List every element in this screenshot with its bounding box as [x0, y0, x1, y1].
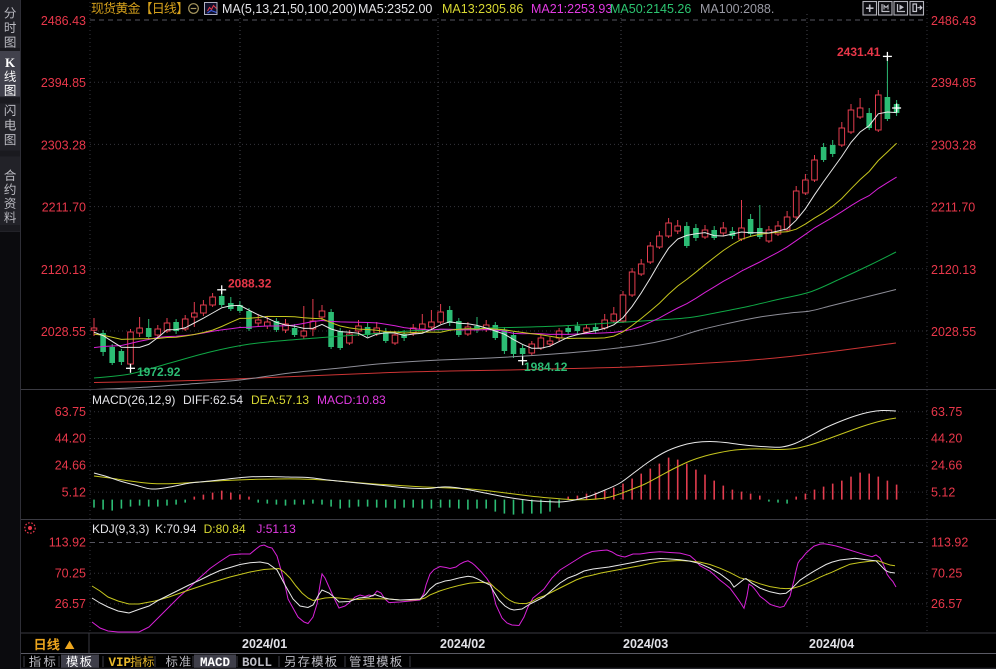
svg-text:VIP: VIP — [109, 656, 132, 669]
svg-text:24.66: 24.66 — [55, 459, 86, 473]
svg-text:2088.32: 2088.32 — [228, 277, 272, 291]
svg-text:MACD:10.83: MACD:10.83 — [317, 393, 386, 407]
svg-text:2024/01: 2024/01 — [242, 637, 287, 651]
svg-text:2028.55: 2028.55 — [931, 325, 976, 339]
svg-text:2211.70: 2211.70 — [931, 201, 975, 215]
svg-text:2024/02: 2024/02 — [440, 637, 485, 651]
svg-text:K:70.94: K:70.94 — [155, 522, 197, 536]
svg-text:J:51.13: J:51.13 — [256, 522, 296, 536]
svg-text:44.20: 44.20 — [55, 432, 86, 446]
svg-text:5.12: 5.12 — [931, 485, 955, 499]
svg-text:2486.43: 2486.43 — [931, 14, 976, 28]
svg-text:MA5:2352.00: MA5:2352.00 — [358, 2, 432, 16]
svg-text:5.12: 5.12 — [62, 485, 86, 499]
svg-text:2211.70: 2211.70 — [42, 201, 86, 215]
svg-text:2120.13: 2120.13 — [931, 263, 976, 277]
svg-text:MACD: MACD — [200, 656, 231, 669]
svg-text:63.75: 63.75 — [931, 405, 962, 419]
svg-text:MA50:2145.26: MA50:2145.26 — [610, 2, 691, 16]
svg-text:DIFF:62.54: DIFF:62.54 — [183, 393, 243, 407]
svg-text:MA(5,13,21,50,100,200): MA(5,13,21,50,100,200) — [222, 2, 357, 16]
svg-text:2024/03: 2024/03 — [623, 637, 668, 651]
svg-text:63.75: 63.75 — [55, 405, 86, 419]
svg-text:2303.28: 2303.28 — [931, 138, 976, 152]
svg-text:2486.43: 2486.43 — [41, 14, 86, 28]
svg-text:KDJ(9,3,3): KDJ(9,3,3) — [92, 522, 149, 536]
svg-text:K: K — [5, 55, 16, 70]
svg-text:2431.41: 2431.41 — [837, 45, 881, 59]
svg-text:24.66: 24.66 — [931, 459, 962, 473]
svg-text:1972.92: 1972.92 — [137, 365, 181, 379]
svg-text:2024/04: 2024/04 — [809, 637, 854, 651]
svg-text:2120.13: 2120.13 — [41, 263, 86, 277]
svg-text:113.92: 113.92 — [931, 536, 968, 550]
svg-text:2394.85: 2394.85 — [41, 76, 86, 90]
svg-text:MA21:2253.93: MA21:2253.93 — [531, 2, 612, 16]
svg-text:2303.28: 2303.28 — [41, 138, 86, 152]
svg-text:MACD(26,12,9): MACD(26,12,9) — [92, 393, 175, 407]
svg-text:MA100:2088.: MA100:2088. — [700, 2, 774, 16]
svg-text:2394.85: 2394.85 — [931, 76, 976, 90]
svg-text:70.25: 70.25 — [55, 566, 86, 580]
svg-text:26.57: 26.57 — [931, 597, 962, 611]
svg-text:113.92: 113.92 — [49, 536, 86, 550]
svg-text:MA13:2305.86: MA13:2305.86 — [442, 2, 523, 16]
svg-text:DEA:57.13: DEA:57.13 — [251, 393, 309, 407]
svg-text:BOLL: BOLL — [242, 656, 272, 669]
svg-text:44.20: 44.20 — [931, 432, 962, 446]
svg-text:1984.12: 1984.12 — [524, 360, 568, 374]
svg-text:70.25: 70.25 — [931, 566, 962, 580]
svg-text:26.57: 26.57 — [55, 597, 86, 611]
svg-text:D:80.84: D:80.84 — [204, 522, 246, 536]
svg-text:2028.55: 2028.55 — [41, 325, 86, 339]
